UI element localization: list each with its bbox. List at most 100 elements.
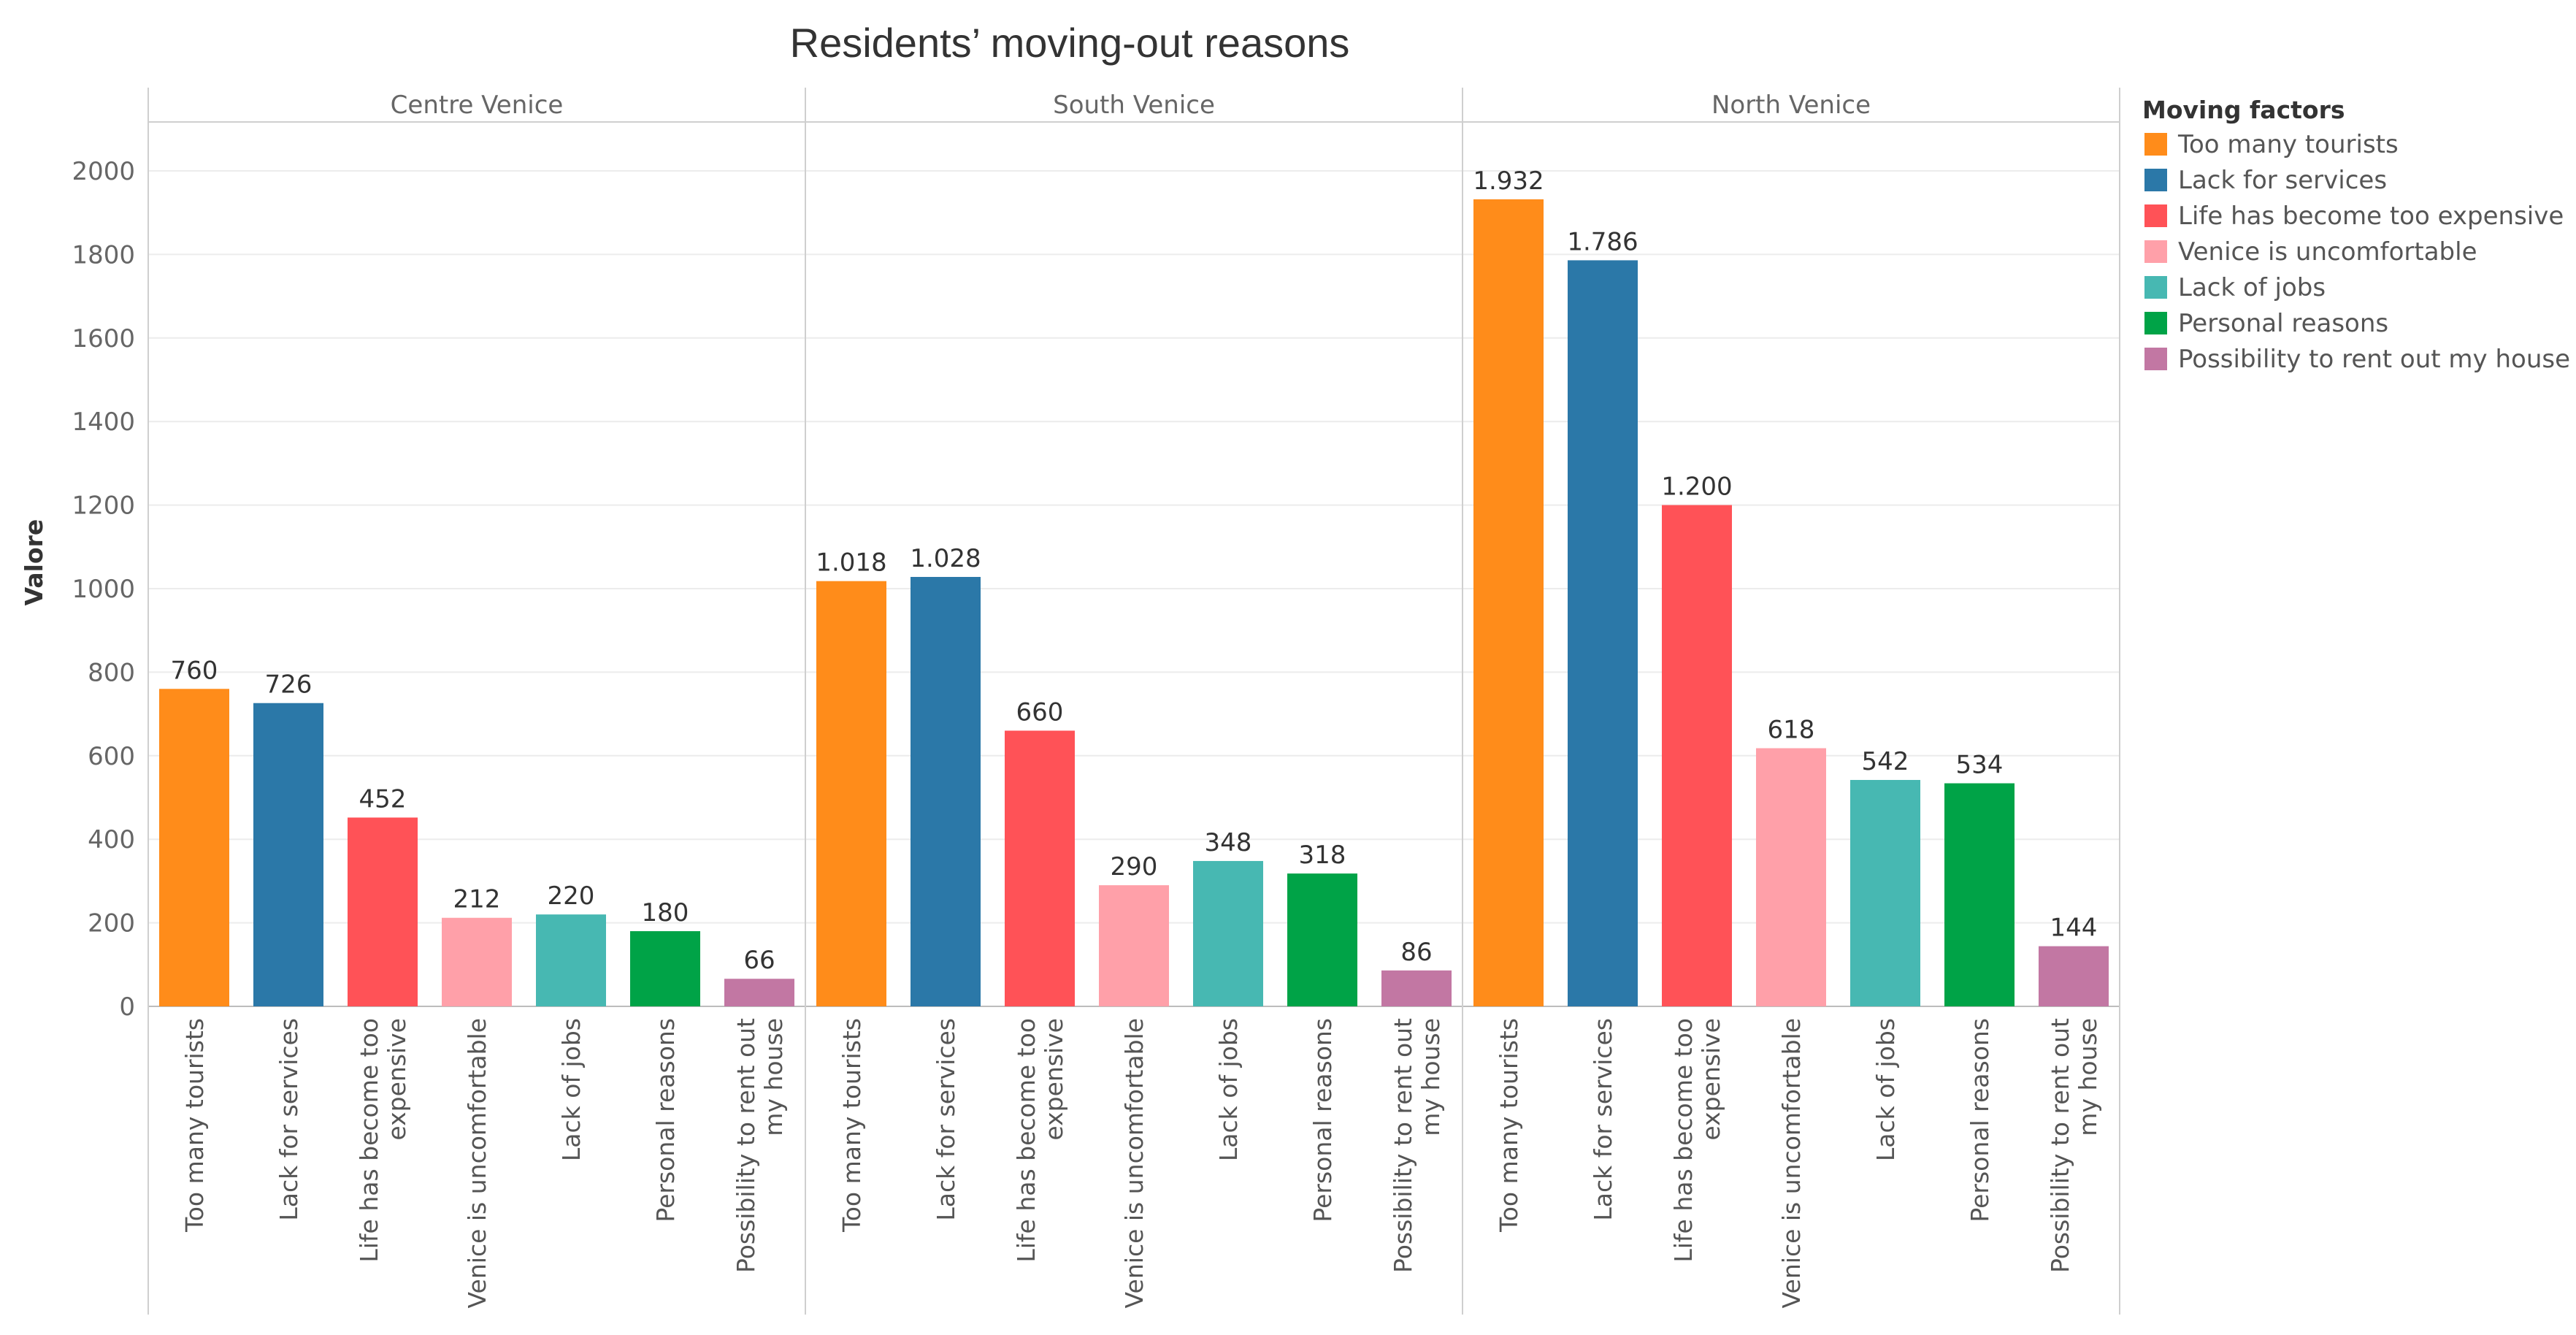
category-label: Life has become tooexpensive [355, 1018, 411, 1263]
data-label: 290 [1111, 852, 1158, 881]
legend-item: Too many tourists [2144, 130, 2399, 159]
y-axis-label: Valore [20, 519, 48, 606]
category-label: Venice is uncomfortable [1777, 1018, 1806, 1308]
bar [1099, 885, 1169, 1006]
legend-label: Too many tourists [2177, 130, 2399, 159]
legend-swatch [2144, 133, 2167, 156]
bar [442, 917, 512, 1006]
category-label-line: Lack for services [932, 1018, 960, 1221]
legend-item: Possibility to rent out my house [2144, 345, 2570, 374]
chart-title: Residents’ moving-out reasons [790, 20, 1350, 66]
legend-label: Personal reasons [2178, 309, 2388, 338]
data-label: 180 [642, 898, 689, 927]
data-label: 66 [743, 946, 775, 975]
category-label: Possibility to rent outmy house [2046, 1018, 2102, 1273]
legend-swatch [2144, 204, 2167, 227]
legend-swatch [2144, 312, 2167, 334]
bar [724, 979, 794, 1006]
bar [1381, 970, 1452, 1006]
category-label-line: Lack of jobs [1214, 1018, 1243, 1161]
legend-item: Personal reasons [2144, 309, 2388, 338]
category-label-line: Venice is uncomfortable [463, 1018, 491, 1308]
legend-swatch [2144, 240, 2167, 263]
category-label: Venice is uncomfortable [1120, 1018, 1149, 1308]
y-tick-label: 200 [88, 909, 135, 938]
y-tick-label: 1200 [72, 491, 135, 521]
legend-label: Possibility to rent out my house [2178, 345, 2570, 374]
legend-swatch [2144, 169, 2167, 191]
bar [1944, 783, 2015, 1006]
category-label-line: expensive [1040, 1018, 1068, 1141]
panels: Centre Venice 760 Too many tourists 726 Lack… [159, 91, 2109, 1308]
y-tick-label: 400 [88, 825, 135, 854]
y-tick-label: 800 [88, 658, 135, 687]
legend-swatch [2144, 348, 2167, 370]
category-label-line: Too many tourists [1495, 1018, 1523, 1233]
category-label-line: Personal reasons [1308, 1018, 1337, 1223]
category-label: Personal reasons [651, 1018, 680, 1223]
data-label: 760 [171, 656, 218, 685]
legend-label: Venice is uncomfortable [2178, 237, 2477, 267]
data-label: 144 [2050, 914, 2098, 943]
category-label-line: Personal reasons [651, 1018, 680, 1223]
legend-label: Lack for services [2178, 166, 2387, 195]
y-tick-label: 0 [119, 992, 135, 1022]
y-tick-label: 2000 [72, 157, 135, 186]
category-label-line: my house [1417, 1018, 1445, 1136]
bar [816, 581, 886, 1006]
category-label-line: Life has become too [1012, 1018, 1040, 1263]
category-label: Life has become tooexpensive [1669, 1018, 1725, 1263]
panel-south-venice: South Venice 1.018 Too many tourists 1.028 L… [816, 91, 1452, 1308]
y-tick-label: 1400 [72, 408, 135, 437]
bar [1287, 873, 1357, 1006]
y-tick-label: 1800 [72, 240, 135, 269]
data-label: 1.200 [1661, 473, 1732, 502]
category-label: Lack for services [932, 1018, 960, 1221]
category-label-line: Venice is uncomfortable [1120, 1018, 1149, 1308]
category-label-line: Lack of jobs [557, 1018, 586, 1161]
bar [536, 914, 606, 1006]
y-tick-label: 1600 [72, 324, 135, 353]
bar [348, 817, 418, 1006]
data-label: 618 [1768, 716, 1815, 745]
category-label: Lack for services [1589, 1018, 1617, 1221]
data-label: 534 [1956, 751, 2004, 780]
data-label: 1.028 [910, 544, 981, 573]
panel-centre-venice: Centre Venice 760 Too many tourists 726 Lack… [159, 91, 794, 1308]
category-label-line: Lack of jobs [1871, 1018, 1900, 1161]
legend-swatch [2144, 276, 2167, 299]
bar [159, 689, 229, 1006]
bar [253, 703, 323, 1006]
legend-item: Lack for services [2144, 166, 2387, 195]
data-label: 542 [1862, 747, 1909, 776]
panel-label: Centre Venice [391, 91, 564, 120]
legend-label: Lack of jobs [2178, 273, 2326, 302]
data-label: 348 [1205, 828, 1252, 857]
category-label: Personal reasons [1966, 1018, 1994, 1223]
legend-item: Venice is uncomfortable [2144, 237, 2477, 267]
category-label: Lack of jobs [557, 1018, 586, 1161]
data-label: 212 [453, 885, 501, 914]
category-label-line: Possibility to rent out [2046, 1018, 2074, 1273]
category-label-line: Possibility to rent out [1389, 1018, 1417, 1273]
panel-north-venice: North Venice 1.932 Too many tourists 1.786 L… [1473, 91, 2109, 1308]
category-label-line: Personal reasons [1966, 1018, 1994, 1223]
legend-label: Life has become too expensive [2178, 202, 2564, 231]
bar [630, 931, 700, 1006]
category-label: Lack for services [275, 1018, 303, 1221]
gridlines [148, 170, 2120, 924]
data-label: 318 [1299, 841, 1346, 870]
y-axis: 0 200 400 600 800 1000 1200 1400 1600 1800 2000 [72, 157, 135, 1022]
bar [1568, 260, 1638, 1007]
category-label: Too many tourists [837, 1018, 866, 1233]
y-tick-label: 1000 [72, 575, 135, 604]
bar [1662, 505, 1732, 1006]
legend-item: Lack of jobs [2144, 273, 2326, 302]
panel-label: South Venice [1053, 91, 1215, 120]
category-label-line: expensive [1697, 1018, 1725, 1141]
category-label: Venice is uncomfortable [463, 1018, 491, 1308]
category-label-line: Too many tourists [837, 1018, 866, 1233]
data-label: 86 [1400, 938, 1432, 967]
category-label: Too many tourists [1495, 1018, 1523, 1233]
category-label-line: Too many tourists [180, 1018, 209, 1233]
